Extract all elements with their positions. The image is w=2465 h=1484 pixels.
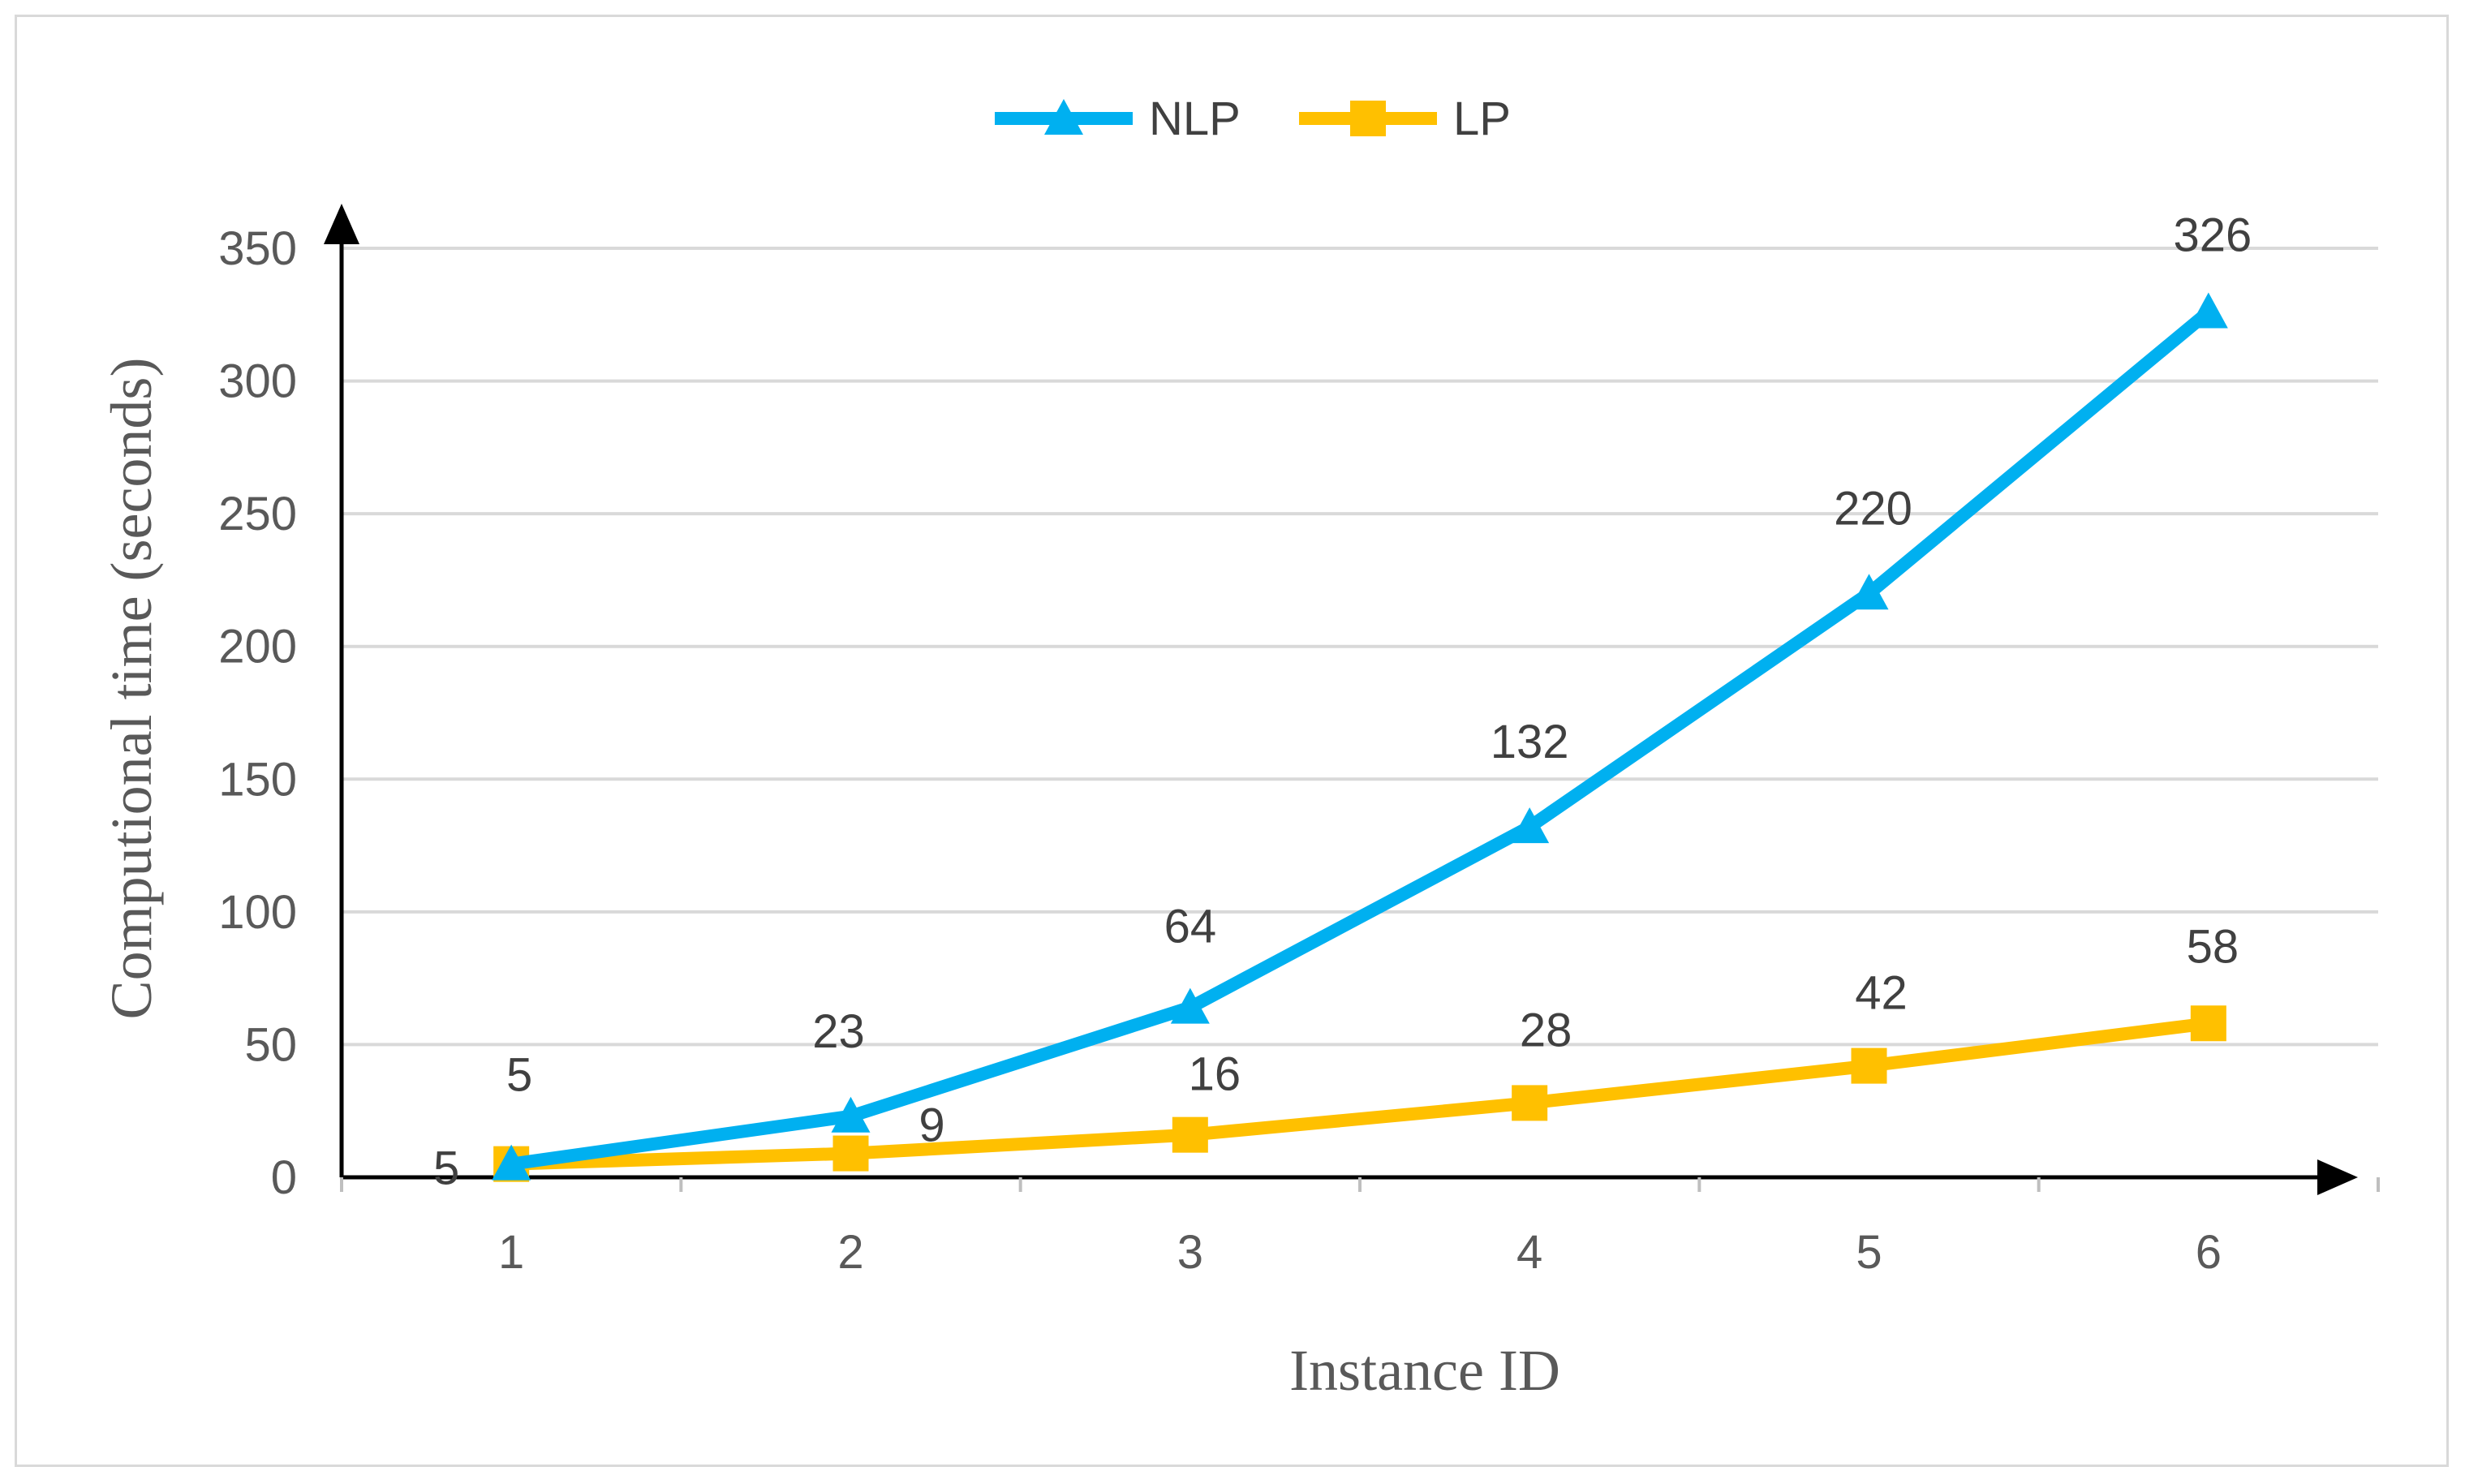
data-label-lp-3: 16 — [1189, 1048, 1241, 1101]
y-tick-label-100: 100 — [218, 886, 297, 939]
marker-lp-4 — [1512, 1085, 1548, 1121]
x-tick-label-2: 2 — [837, 1226, 863, 1279]
data-label-nlp-3: 64 — [1164, 901, 1217, 953]
data-label-lp-5: 42 — [1855, 967, 1908, 1020]
marker-lp-2 — [832, 1135, 869, 1172]
data-label-lp-6: 58 — [2187, 920, 2239, 973]
y-tick-label-200: 200 — [218, 621, 297, 673]
gridlines — [342, 247, 2378, 1047]
y-axis-arrow — [324, 204, 359, 244]
data-label-lp-4: 28 — [1520, 1004, 1572, 1056]
marker-lp-6 — [2190, 1005, 2226, 1042]
marker-nlp-4 — [1510, 807, 1550, 844]
y-tick-label-350: 350 — [218, 222, 297, 275]
legend-marker-lp — [1350, 101, 1386, 136]
data-label-nlp-4: 132 — [1491, 716, 1569, 768]
y-tick-labels: 0 50 100 150 200 250 300 350 — [218, 222, 297, 1204]
y-tick-label-250: 250 — [218, 488, 297, 540]
marker-nlp-3 — [1170, 987, 1210, 1024]
x-axis-arrow — [2317, 1159, 2358, 1195]
y-tick-label-0: 0 — [271, 1151, 297, 1204]
data-label-nlp-6: 326 — [2173, 209, 2252, 262]
marker-nlp-2 — [831, 1096, 871, 1133]
x-tick-label-4: 4 — [1516, 1226, 1542, 1279]
x-axis-title: Instance ID — [1289, 1338, 1560, 1403]
data-label-lp-2: 9 — [918, 1099, 944, 1152]
series-lines — [492, 292, 2228, 1182]
marker-nlp-6 — [2188, 292, 2228, 329]
data-label-nlp-1: 5 — [506, 1049, 532, 1102]
x-tick-label-1: 1 — [498, 1226, 524, 1279]
marker-nlp-5 — [1849, 574, 1889, 610]
data-label-nlp-2: 23 — [812, 1005, 865, 1058]
x-tick-label-6: 6 — [2196, 1226, 2222, 1279]
axes — [324, 204, 2358, 1195]
legend-label-nlp: NLP — [1149, 92, 1241, 145]
legend: NLP LP — [995, 92, 1511, 145]
data-label-nlp-5: 220 — [1834, 482, 1912, 535]
y-tick-label-150: 150 — [218, 753, 297, 806]
x-tick-labels: 1 2 3 4 5 6 — [340, 1177, 2380, 1279]
data-label-lp-1: 5 — [433, 1142, 459, 1195]
x-tick-label-3: 3 — [1177, 1226, 1203, 1279]
y-tick-label-50: 50 — [244, 1018, 297, 1071]
marker-nlp-1 — [492, 1144, 531, 1181]
marker-lp-3 — [1172, 1116, 1208, 1153]
data-labels: 5 9 16 28 42 58 5 23 64 132 220 326 — [433, 209, 2252, 1195]
legend-marker-nlp — [1044, 99, 1083, 135]
y-axis-title: Computional time (seconds) — [99, 358, 164, 1020]
marker-lp-5 — [1851, 1047, 1887, 1084]
y-tick-label-300: 300 — [218, 355, 297, 408]
x-tick-label-5: 5 — [1856, 1226, 1882, 1279]
series-line-lp — [505, 1017, 2215, 1171]
legend-label-lp: LP — [1453, 92, 1511, 145]
series-line-nlp — [505, 305, 2215, 1171]
